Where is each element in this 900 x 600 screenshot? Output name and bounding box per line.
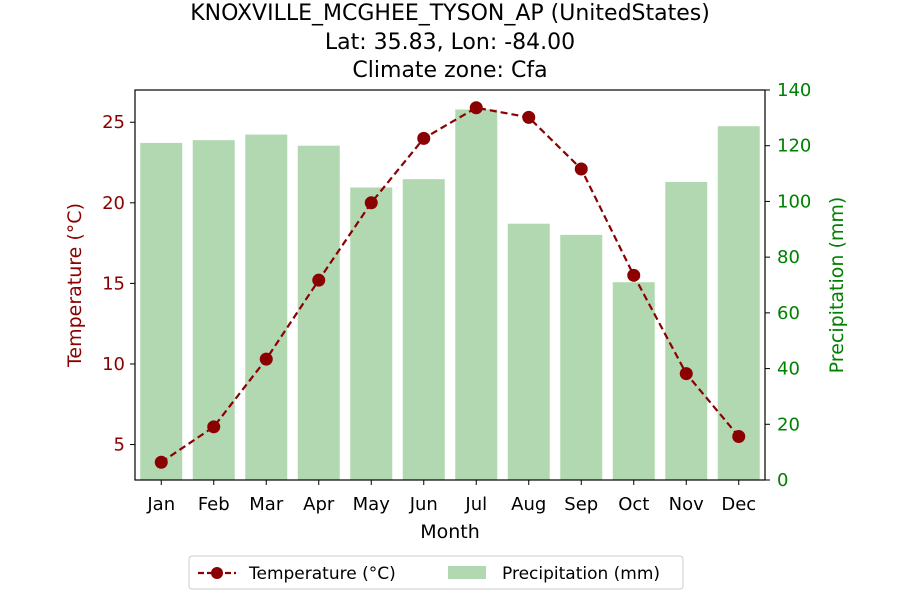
chart-title: KNOXVILLE_MCGHEE_TYSON_AP (UnitedStates)… [190,1,710,83]
x-tick-label: May [353,494,391,515]
precipitation-bar-aug [507,223,550,480]
x-tick-label: Jan [146,494,175,515]
precipitation-bar-nov [665,181,708,480]
precipitation-bars [140,109,760,481]
precipitation-tick-label: 100 [777,191,811,212]
temperature-point-dec [732,429,746,443]
x-tick-label: Nov [669,494,704,515]
x-tick-label: Dec [721,494,756,515]
x-tick-label: Apr [303,494,335,515]
x-axis-label: Month [420,521,480,543]
precipitation-bar-jun [402,179,445,480]
x-axis: Jan Feb Mar Apr May Jun Jul Aug Sep Oct Nov Dec [146,480,756,515]
temperature-tick-label: 5 [114,435,125,456]
precipitation-bar-dec [717,126,760,480]
precipitation-tick-label: 0 [777,470,788,491]
x-tick-label: Oct [618,494,649,515]
legend-temperature-label: Temperature (°C) [248,564,396,584]
temperature-point-mar [259,352,273,366]
chart-title-line-2: Lat: 35.83, Lon: -84.00 [325,30,575,55]
precipitation-bar-may [350,187,393,480]
precipitation-tick-label: 140 [777,80,811,101]
x-tick-label: Aug [511,494,546,515]
precipitation-bar-sep [560,234,603,480]
chart-title-line-1: KNOXVILLE_MCGHEE_TYSON_AP (UnitedStates) [190,1,710,26]
temperature-point-feb [207,420,221,434]
legend-precipitation-label: Precipitation (mm) [502,564,660,584]
temperature-tick-label: 10 [102,354,125,375]
temperature-tick-label: 25 [102,112,125,133]
precipitation-tick-label: 20 [777,414,800,435]
precipitation-tick-label: 120 [777,136,811,157]
legend-temperature-marker-icon [211,567,223,579]
precipitation-tick-label: 40 [777,359,800,380]
x-tick-label: Sep [564,494,598,515]
x-tick-label: Jul [464,494,487,515]
precipitation-bar-jan [140,142,183,480]
precipitation-bar-mar [245,134,288,481]
temperature-axis: 5 10 15 20 25 [102,112,135,456]
precipitation-bar-apr [297,145,340,480]
temperature-point-nov [679,367,693,381]
temperature-point-aug [522,110,536,124]
temperature-point-jan [154,455,168,469]
precipitation-axis: 0 20 40 60 80 100 120 140 [765,80,811,491]
plot-frame [134,89,766,481]
x-tick-label: Feb [198,494,230,515]
temperature-axis-label: Temperature (°C) [64,203,86,368]
temperature-line-layer [154,101,746,469]
x-tick-label: Mar [249,494,284,515]
legend-precipitation-swatch-icon [448,566,486,579]
precipitation-tick-label: 60 [777,303,800,324]
temperature-point-jun [417,131,431,145]
precipitation-bar-jul [455,109,498,480]
temperature-tick-label: 15 [102,273,125,294]
temperature-point-may [364,196,378,210]
temperature-point-sep [574,162,588,176]
precipitation-bar-oct [612,282,655,480]
legend: Temperature (°C) Precipitation (mm) [188,555,684,590]
chart-title-line-3: Climate zone: Cfa [352,58,547,83]
temperature-tick-label: 20 [102,193,125,214]
precipitation-tick-label: 80 [777,247,800,268]
temperature-point-apr [312,273,326,287]
temperature-point-jul [469,101,483,115]
precipitation-axis-label: Precipitation (mm) [826,197,848,374]
temperature-point-oct [627,268,641,282]
legend-frame [188,555,684,590]
x-tick-label: Jun [409,494,438,515]
temperature-line [160,106,740,464]
